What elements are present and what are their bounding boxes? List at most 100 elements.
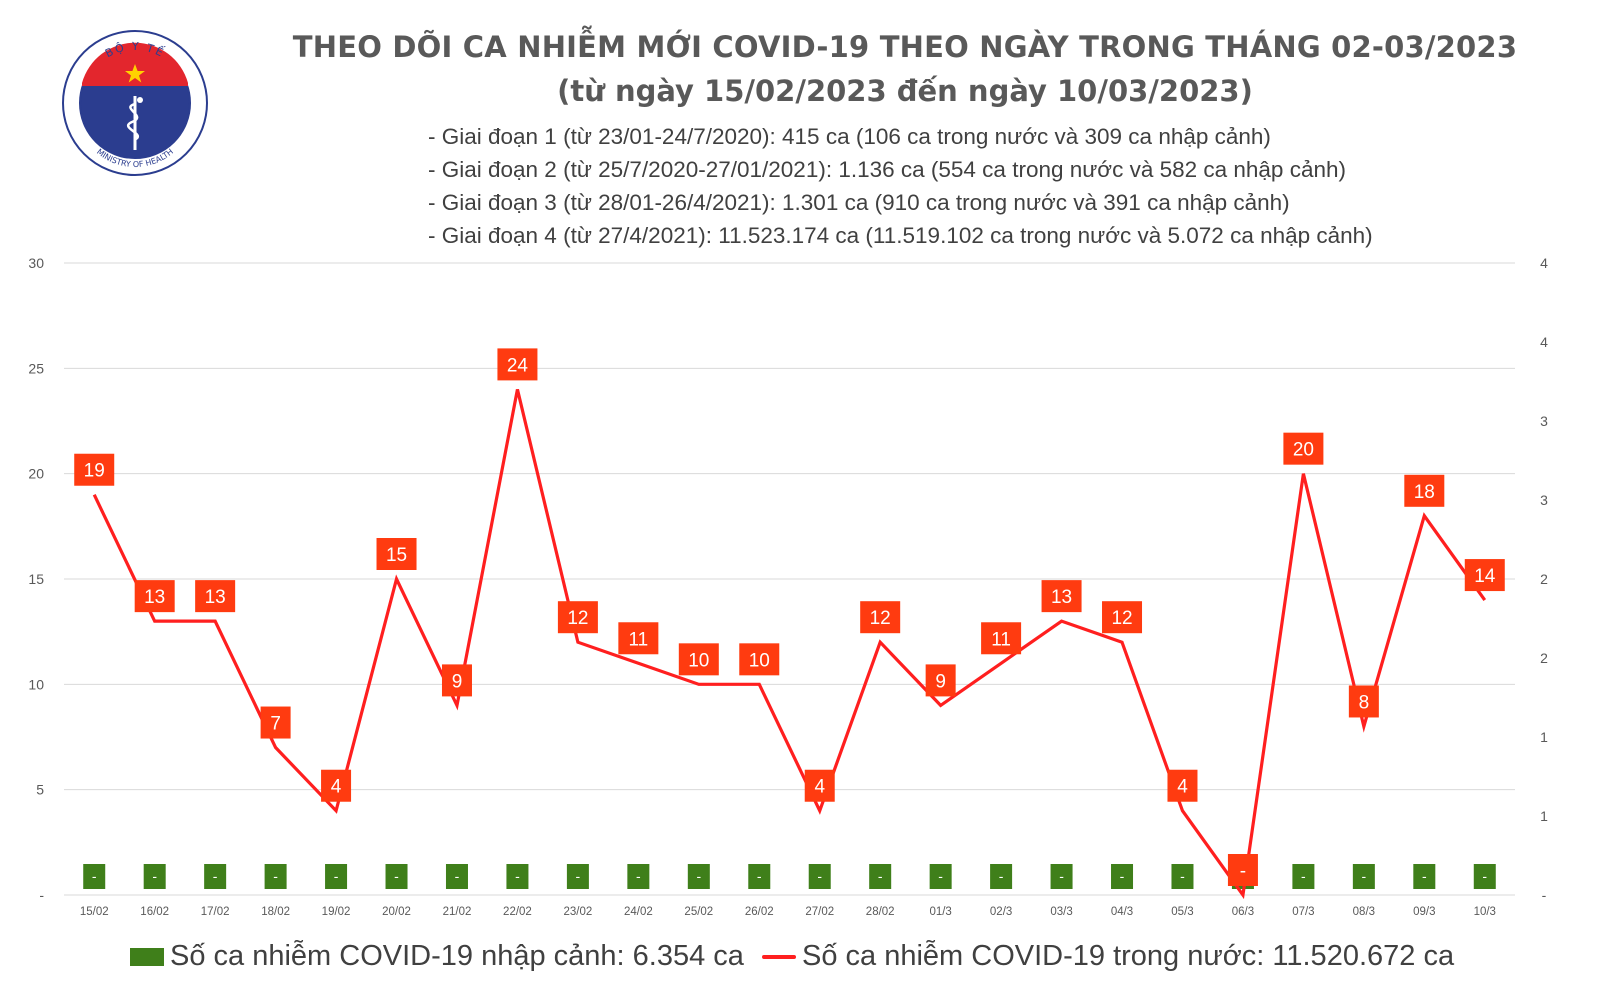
x-tick-label: 24/02 (624, 906, 653, 918)
data-label: 12 (1111, 608, 1132, 629)
data-label: 8 (1359, 692, 1370, 713)
import-bar (566, 864, 589, 889)
data-label-box (678, 643, 719, 676)
data-label-box (557, 601, 598, 634)
phase-note: - Giai đoạn 3 (từ 28/01-26/4/2021): 1.30… (428, 190, 1290, 215)
domestic-line (92, 389, 1487, 900)
left-tick-label: 25 (28, 360, 44, 376)
import-bar-label: - (213, 868, 218, 884)
phase-note: - Giai đoạn 1 (từ 23/01-24/7/2020): 415 … (428, 124, 1271, 149)
left-tick-label: 15 (28, 571, 44, 587)
left-tick-label: 5 (36, 782, 44, 798)
import-bar (748, 864, 771, 889)
import-bar (687, 864, 710, 889)
data-label: 11 (628, 629, 648, 650)
x-tick-label: 15/02 (80, 906, 109, 918)
import-bar-label: - (1180, 868, 1185, 884)
data-label-box (925, 664, 956, 697)
data-label-box (134, 580, 175, 613)
import-bar (1292, 864, 1315, 889)
data-label: 12 (870, 608, 891, 629)
import-bar-label: - (334, 868, 339, 884)
data-label-box (1167, 769, 1198, 802)
data-label: 14 (1474, 566, 1496, 587)
import-bar-label: - (1120, 868, 1125, 884)
data-label: 9 (452, 671, 463, 692)
import-bar-label: - (696, 868, 701, 884)
import-bar (83, 864, 106, 889)
data-label: 4 (814, 777, 825, 798)
import-bar (385, 864, 408, 889)
x-tick-label: 06/3 (1232, 906, 1254, 918)
import-bar-label: - (757, 868, 762, 884)
x-tick-label: 08/3 (1353, 906, 1375, 918)
import-bar (1352, 864, 1375, 889)
right-tick-label: - (1542, 887, 1547, 903)
import-bar (929, 864, 952, 889)
x-tick-label: 21/02 (443, 906, 472, 918)
x-tick-label: 01/3 (929, 906, 951, 918)
import-bar (869, 864, 892, 889)
data-label-box (1041, 580, 1082, 613)
x-tick-label: 04/3 (1111, 906, 1133, 918)
data-label: 11 (991, 629, 1011, 650)
left-tick-label: 20 (28, 466, 44, 482)
import-bar (1111, 864, 1134, 889)
import-bar-label: - (515, 868, 520, 884)
x-tick-label: 02/3 (990, 906, 1012, 918)
import-bar-label: - (455, 868, 460, 884)
data-label-box (618, 622, 659, 655)
x-tick-label: 16/02 (140, 906, 169, 918)
data-label-box (1283, 432, 1324, 465)
right-tick-label: 4 (1540, 255, 1548, 271)
data-label-box (376, 538, 417, 570)
import-bar (1171, 864, 1194, 889)
import-bar-label: - (999, 868, 1004, 884)
import-bar-label: - (817, 868, 822, 884)
import-bar (204, 864, 227, 889)
data-label: 13 (205, 587, 226, 608)
svg-text:BỘ Y TẾ: BỘ Y TẾ (103, 40, 167, 60)
data-label-box (74, 453, 115, 486)
data-label: 4 (331, 777, 342, 798)
legend-label-domestic: Số ca nhiễm COVID-19 trong nước: 11.520.… (802, 940, 1455, 972)
legend-swatch-line (762, 954, 796, 959)
data-label-box (1227, 854, 1258, 886)
data-label: 9 (935, 671, 946, 692)
import-bar-label: - (878, 868, 883, 884)
import-bar-label: - (1059, 868, 1064, 884)
data-label: 10 (749, 650, 770, 671)
legend-swatch-bar (130, 947, 164, 966)
x-tick-label: 27/02 (805, 906, 834, 918)
import-bar (1413, 864, 1436, 889)
data-label-box (1404, 474, 1445, 507)
data-label: 4 (1177, 777, 1188, 798)
right-tick-label: 3 (1540, 492, 1548, 508)
import-bar-label: - (1482, 868, 1487, 884)
phase-notes: - Giai đoạn 1 (từ 23/01-24/7/2020): 415 … (428, 120, 1373, 252)
x-tick-label: 26/02 (745, 906, 774, 918)
import-bar (1473, 864, 1496, 889)
x-tick-label: 20/02 (382, 906, 411, 918)
data-label-box (441, 664, 472, 697)
x-tick-label: 07/3 (1292, 906, 1314, 918)
left-tick-label: 10 (28, 676, 44, 692)
right-tick-label: 3 (1540, 413, 1548, 429)
import-bar-label: - (1301, 868, 1306, 884)
import-bar (264, 864, 287, 889)
data-label-box (860, 601, 901, 634)
import-bar (808, 864, 831, 889)
import-bar-label: - (92, 868, 97, 884)
logo-top-text: BỘ Y TẾ (103, 40, 165, 60)
data-label: - (1240, 861, 1246, 882)
ministry-of-health-logo: BỘ Y TẾ MINISTRY OF HEALTH (62, 30, 208, 176)
x-tick-label: 23/02 (564, 906, 593, 918)
legend-item-imported: Số ca nhiễm COVID-19 nhập cảnh: 6.354 ca (130, 940, 744, 973)
data-label-box (321, 769, 352, 802)
x-tick-label: 10/3 (1474, 906, 1496, 918)
import-bar-label: - (1422, 868, 1427, 884)
import-bar-label: - (152, 868, 157, 884)
x-tick-label: 22/02 (503, 906, 532, 918)
x-axis: 15/02 16/02 17/02 18/02 19/02 20/02 21/02 22/02… (80, 906, 1496, 918)
